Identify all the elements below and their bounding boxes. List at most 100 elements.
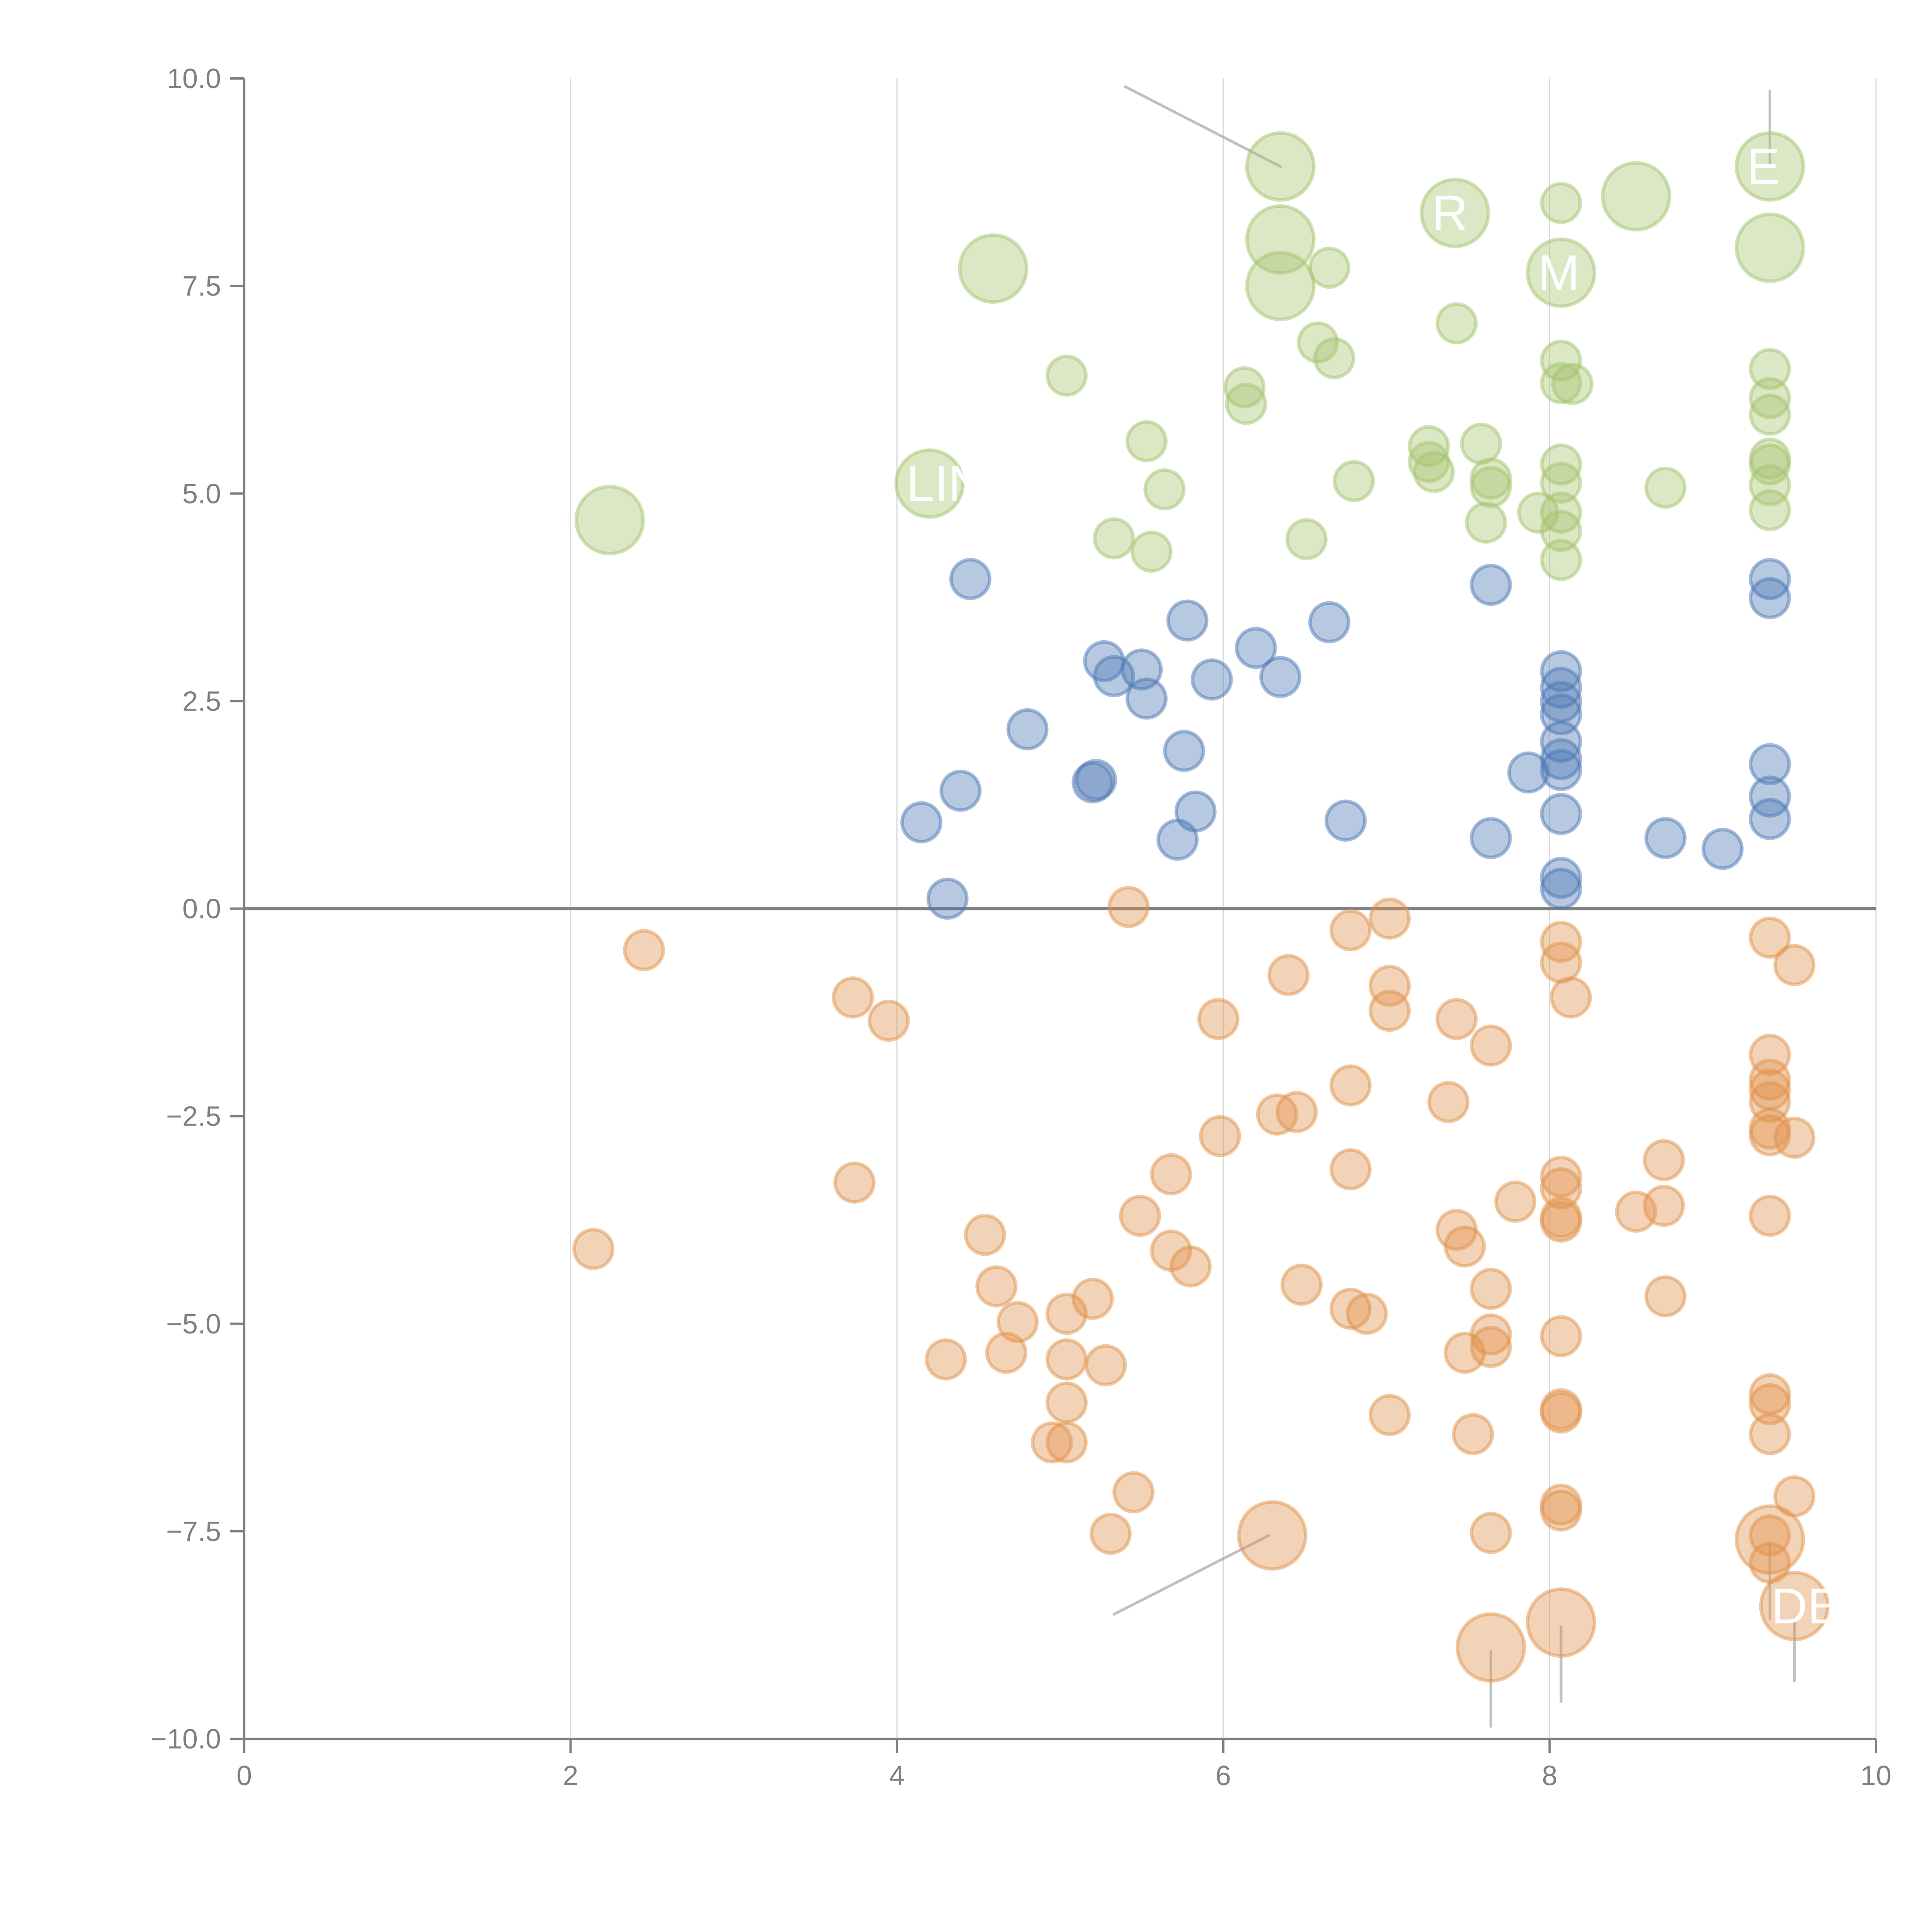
bubble-green xyxy=(1313,337,1355,379)
bubble-orange xyxy=(1119,1194,1161,1237)
bubbles xyxy=(572,131,1830,1683)
x-tick-label: 0 xyxy=(236,1760,252,1791)
bubble-green xyxy=(1644,466,1687,509)
bubble-orange xyxy=(623,929,665,971)
x-tick-label: 10 xyxy=(1861,1760,1891,1791)
bubble-orange xyxy=(1089,1512,1132,1555)
bubble-green xyxy=(1540,339,1582,382)
bubble-orange xyxy=(1773,944,1816,986)
bubble-green xyxy=(1408,425,1450,468)
bubble-blue xyxy=(1190,658,1233,701)
bubble-green xyxy=(1469,466,1512,508)
y-tick-label: 7.5 xyxy=(182,271,221,302)
bubble-orange xyxy=(1526,1587,1597,1658)
bubble-green xyxy=(1420,177,1490,248)
bubble-blue xyxy=(1235,627,1277,669)
bubble-orange xyxy=(1749,1383,1791,1425)
y-tick-label: −10.0 xyxy=(151,1724,221,1755)
bubble-orange xyxy=(1643,1139,1685,1181)
bubble-orange xyxy=(1540,1200,1582,1243)
bubble-green xyxy=(1601,161,1672,232)
bubble-orange xyxy=(1345,1293,1388,1335)
bubble-orange xyxy=(1540,941,1582,984)
bubble-green xyxy=(1749,377,1791,419)
bubble-labels: LIN R M E DE xyxy=(906,138,1841,1634)
bubble-green xyxy=(574,485,645,556)
bubble-green xyxy=(894,448,965,519)
bubble-orange xyxy=(1749,1194,1791,1237)
bubble-orange xyxy=(1329,909,1372,951)
bubble-orange xyxy=(572,1228,615,1270)
bubble-green xyxy=(958,233,1029,304)
bubble-green xyxy=(1749,348,1791,390)
y-tick-label: 2.5 xyxy=(182,686,221,717)
bubble-green xyxy=(1749,393,1791,436)
y-tick-label: −2.5 xyxy=(166,1101,221,1132)
bubble-blue xyxy=(1701,828,1744,870)
bubble-orange xyxy=(1749,917,1791,959)
bubble-orange xyxy=(975,1265,1018,1308)
bubble-green xyxy=(1223,366,1266,408)
bubble-green xyxy=(1125,420,1168,463)
bubble-green xyxy=(1245,251,1316,321)
bubble-orange xyxy=(1494,1180,1537,1223)
bubble-orange xyxy=(1369,1394,1411,1436)
bubble-green xyxy=(1245,131,1316,202)
bubble-blue xyxy=(1156,818,1199,861)
bubble-orange xyxy=(1435,998,1478,1040)
bubble-green xyxy=(1465,501,1507,544)
bubble-green xyxy=(1735,131,1805,202)
bubble-label: E xyxy=(1747,138,1781,195)
x-tick-label: 2 xyxy=(563,1760,578,1791)
bubble-green xyxy=(1285,518,1328,560)
bubble-blue xyxy=(900,801,943,844)
bubble-blue xyxy=(949,558,992,600)
bubble-orange xyxy=(1540,1315,1582,1357)
bubble-blue xyxy=(1259,656,1302,698)
bubble-orange xyxy=(1071,1277,1114,1320)
bubble-orange xyxy=(1540,1391,1582,1434)
leader-lines xyxy=(1112,85,1796,1728)
bubble-orange xyxy=(1045,1293,1088,1335)
bubble-blue xyxy=(1163,730,1205,772)
bubble-blue xyxy=(1540,650,1582,692)
bubble-blue xyxy=(1749,743,1791,786)
bubble-green xyxy=(1093,517,1135,560)
bubble-orange xyxy=(1045,1421,1088,1464)
bubble-orange xyxy=(925,1338,967,1381)
bubble-green xyxy=(1045,354,1088,397)
bubble-green xyxy=(1308,247,1350,289)
bubble-blue xyxy=(1540,857,1582,899)
bubble-orange xyxy=(1107,886,1150,928)
bubble-orange xyxy=(1759,1571,1830,1641)
bubble-orange xyxy=(1237,1500,1308,1571)
bubble-orange xyxy=(997,1301,1039,1343)
bubble-blue xyxy=(1325,799,1367,842)
bubble-label: M xyxy=(1538,245,1580,301)
bubble-orange xyxy=(1169,1245,1212,1288)
bubble-blue xyxy=(1469,817,1512,859)
bubble-orange xyxy=(1197,998,1240,1040)
bubble-orange xyxy=(1773,1475,1816,1518)
bubble-orange xyxy=(1644,1275,1687,1318)
bubble-orange xyxy=(964,1214,1006,1256)
bubble-green xyxy=(1333,460,1375,502)
bubble-orange xyxy=(1469,1326,1512,1368)
bubble-label: R xyxy=(1432,185,1468,241)
bubble-blue xyxy=(1166,599,1209,642)
bubble-orange xyxy=(1281,1264,1323,1306)
bubble-orange xyxy=(1444,1332,1486,1374)
bubble-green xyxy=(1460,422,1502,465)
bubble-blue xyxy=(1540,738,1582,781)
bubble-blue xyxy=(1075,759,1117,801)
bubble-orange xyxy=(1329,1064,1372,1107)
bubble-orange xyxy=(1452,1413,1494,1456)
bubble-green xyxy=(1540,182,1582,224)
bubble-orange xyxy=(1749,1058,1791,1101)
bubble-orange xyxy=(1031,1421,1073,1464)
bubble-orange xyxy=(833,1162,876,1204)
y-tick-label: 0.0 xyxy=(182,894,221,925)
x-tick-label: 6 xyxy=(1216,1760,1231,1791)
bubble-blue xyxy=(1644,817,1687,859)
bubble-orange xyxy=(1329,1148,1372,1190)
